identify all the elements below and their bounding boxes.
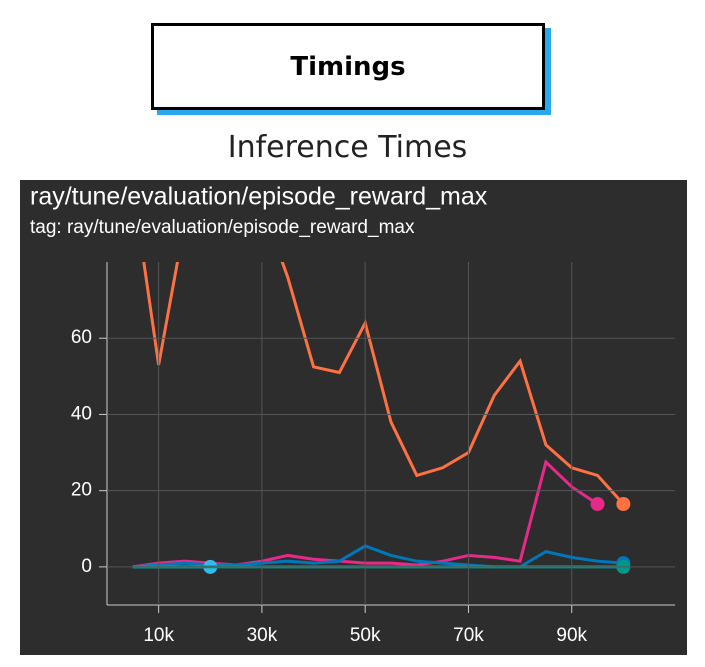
header-subtitle: Inference Times [227,130,468,165]
chart-title: ray/tune/evaluation/episode_reward_max [30,183,488,211]
end-point [616,497,631,512]
y-tick-label: 40 [71,403,92,424]
y-tick-label: 0 [81,556,92,577]
x-tick-label: 10k [143,625,174,646]
x-tick-label: 70k [453,625,484,646]
y-tick-label: 60 [71,327,92,348]
x-tick-label: 30k [247,625,278,646]
end-point [590,497,605,512]
x-tick-label: 50k [350,625,381,646]
x-tick-label: 90k [556,625,587,646]
series-line [142,262,625,506]
chart-panel [20,180,687,655]
header-title: Timings [151,23,545,110]
y-tick-label: 20 [71,480,92,501]
chart-subtitle: tag: ray/tune/evaluation/episode_reward_… [30,217,415,238]
